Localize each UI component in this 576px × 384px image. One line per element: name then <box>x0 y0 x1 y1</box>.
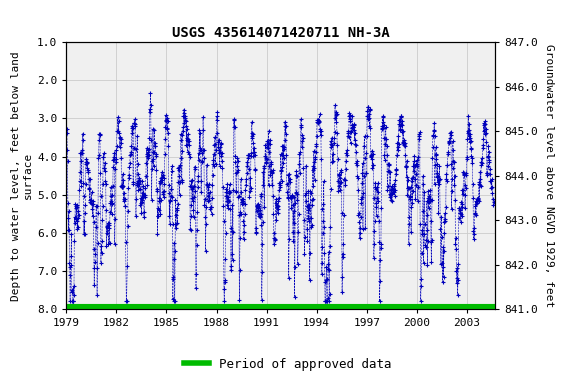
Legend: Period of approved data: Period of approved data <box>179 353 397 376</box>
Y-axis label: Groundwater level above NGVD 1929, feet: Groundwater level above NGVD 1929, feet <box>544 44 554 307</box>
Y-axis label: Depth to water level, feet below land
surface: Depth to water level, feet below land su… <box>11 51 33 301</box>
Title: USGS 435614071420711 NH-3A: USGS 435614071420711 NH-3A <box>172 26 390 40</box>
